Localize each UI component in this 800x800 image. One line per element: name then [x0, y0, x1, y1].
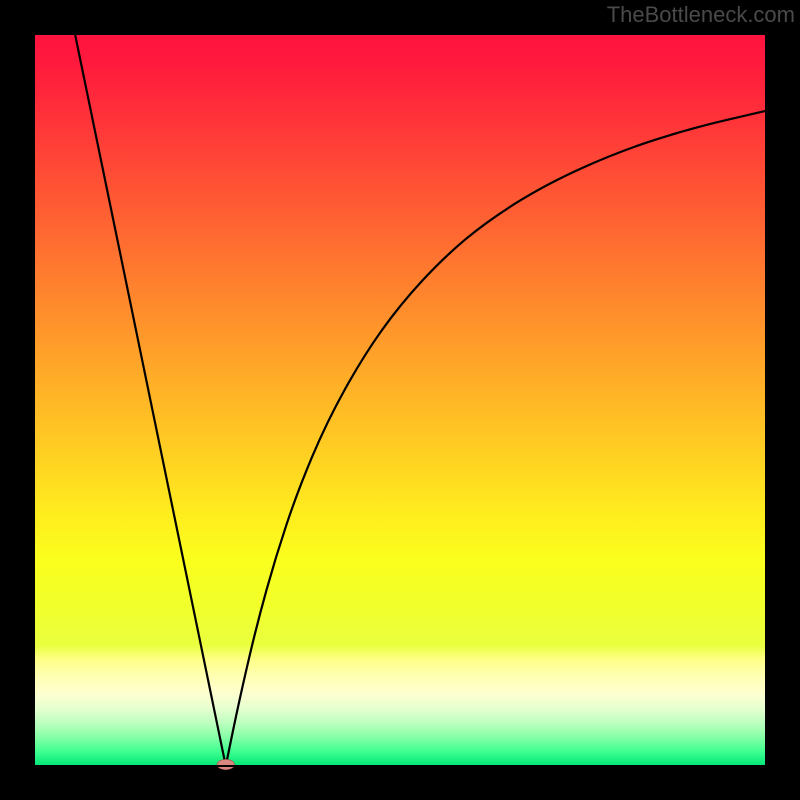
- chart-svg: TheBottleneck.com: [0, 0, 800, 800]
- attribution-text: TheBottleneck.com: [607, 2, 795, 27]
- bottleneck-chart: TheBottleneck.com: [0, 0, 800, 800]
- min-marker: [217, 759, 235, 769]
- plot-background: [34, 34, 766, 766]
